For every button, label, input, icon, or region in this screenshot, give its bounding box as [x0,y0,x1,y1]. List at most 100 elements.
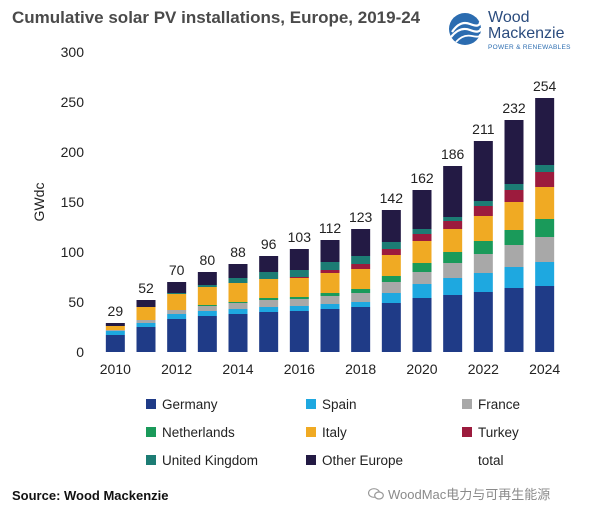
bar-segment [412,229,432,234]
bar-segment [504,267,524,288]
legend-label: Spain [322,397,357,412]
legend-label: Germany [162,397,218,412]
bar-segment [320,304,340,309]
bar-segment [381,249,401,255]
bar-segment [504,245,524,267]
bar-segment [105,323,125,326]
bar-segment [289,311,309,352]
bar-segment [136,320,156,323]
bar-segment [197,311,217,316]
total-label: 186 [441,146,465,162]
legend-swatch [462,399,472,409]
bar-segment [351,264,371,269]
bar-segment [351,307,371,352]
bar-segment [351,256,371,264]
y-axis-label: GWdc [31,183,47,222]
bar-segment [167,293,187,294]
bar-segment [381,276,401,282]
legend-label: France [478,397,521,412]
bar-segment [473,201,493,206]
x-tick-label: 2018 [345,361,376,377]
logo-name-line2: Mackenzie [488,25,565,42]
bar-segment [351,289,371,293]
bar-segment [504,230,524,245]
bar-segment [105,331,125,335]
bar-segment [473,141,493,201]
bar-segment [535,237,555,262]
x-tick-label: 2020 [406,361,437,377]
total-label: 211 [472,121,495,137]
total-label: 80 [200,252,216,268]
legend-item: Other Europe [306,453,403,468]
logo-name-line1: Wood [488,9,530,26]
bar-segment [504,202,524,230]
bar-segment [504,120,524,184]
bar-segment [381,293,401,303]
bar-segment [197,272,217,285]
bar-segment [320,262,340,270]
bar-segment [320,240,340,262]
total-label: 88 [230,244,246,260]
x-tick-label: 2024 [529,361,560,377]
globe-logo-icon [449,13,482,45]
bar-segment [535,187,555,219]
bar-segment [412,241,432,263]
bar-segment [473,241,493,254]
total-label: 112 [319,220,342,236]
bar-segment [443,221,463,229]
bar-segment [412,190,432,229]
bar-segment [535,172,555,187]
total-label: 123 [349,209,373,225]
legend-swatch [306,427,316,437]
bar-segment [320,296,340,304]
watermark-text: WoodMac电力与可再生能源 [388,487,551,502]
legend-item: Italy [306,425,347,440]
bar-segment [320,273,340,293]
bar-segment [289,278,309,297]
bar-segment [351,293,371,302]
bar-segment [381,210,401,242]
bar-segment [136,323,156,327]
bar-segment [535,286,555,352]
bar-segment [443,295,463,352]
legend-label: Italy [322,425,347,440]
bar-segment [228,303,248,309]
legend-label: Other Europe [322,453,404,468]
bar-segment [228,314,248,352]
y-tick-label: 300 [61,44,85,60]
bar-segment [136,327,156,352]
bar-segment [443,278,463,295]
bar-segment [228,283,248,302]
bar-segment [473,216,493,241]
bar-segment [443,263,463,278]
bar-segment [197,285,217,287]
y-tick-label: 100 [61,244,85,260]
bar-segment [504,190,524,202]
bar-segment [259,256,279,272]
y-tick-label: 0 [76,344,84,360]
bar-segment [535,262,555,286]
bar-segment [412,272,432,284]
bar-segment [535,219,555,237]
y-tick-label: 150 [61,194,85,210]
chart-title: Cumulative solar PV installations, Europ… [12,8,421,27]
bar-segment [412,284,432,298]
bar-segment [197,305,217,306]
bar-segment [167,310,187,314]
legend-swatch [306,399,316,409]
total-label: 162 [410,170,434,186]
bar-segment [259,298,279,300]
legend-swatch [306,455,316,465]
bar-segment [351,302,371,307]
bar-segment [197,287,217,305]
bar-segment [535,98,555,165]
bar-segment [105,330,125,331]
legend-label: Turkey [478,425,519,440]
legend-item: United Kingdom [146,453,258,468]
bar-segment [289,297,309,299]
bar-segment [412,263,432,272]
source-note: Source: Wood Mackenzie [12,488,169,503]
legend-label: total [478,453,504,468]
bar-segment [320,293,340,296]
bar-segment [259,307,279,312]
